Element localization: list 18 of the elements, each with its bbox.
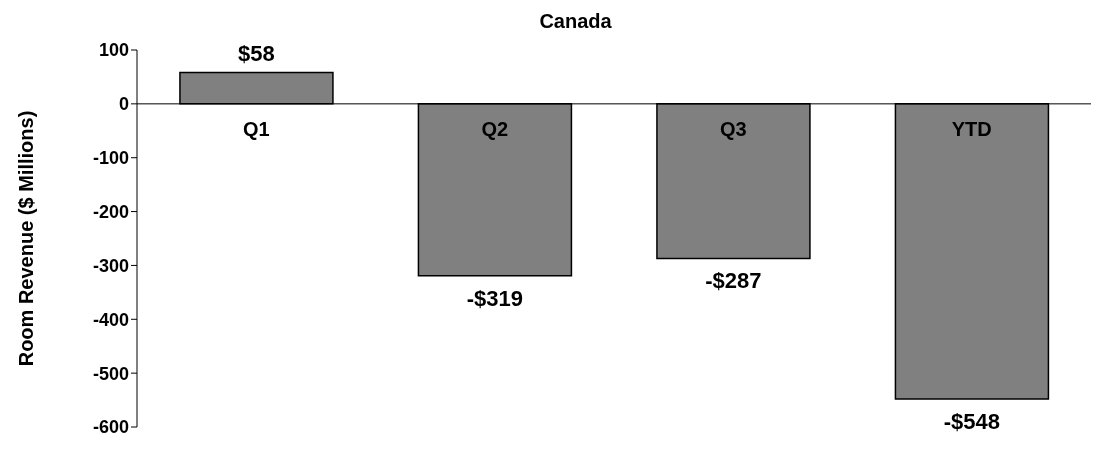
y-tick-label: -200 xyxy=(92,201,129,222)
y-tick-label: -600 xyxy=(92,417,129,438)
y-tick-label: -100 xyxy=(92,148,129,169)
y-tick-label: 0 xyxy=(118,94,129,115)
data-label: $58 xyxy=(238,40,275,66)
x-tick-label: Q2 xyxy=(481,117,509,140)
y-tick-label: -300 xyxy=(92,255,129,276)
y-tick-label: -500 xyxy=(92,363,129,384)
x-tick-label: Q1 xyxy=(242,117,270,140)
data-label: -$548 xyxy=(943,408,1001,434)
data-label: -$287 xyxy=(705,268,762,294)
data-label: -$319 xyxy=(466,285,524,311)
y-tick-label: 100 xyxy=(98,40,129,61)
x-tick-label: Q3 xyxy=(719,117,747,140)
chart-title: Canada xyxy=(538,10,613,33)
y-tick-label: -400 xyxy=(92,309,129,330)
y-axis-title: Room Revenue ($ Millions) xyxy=(15,110,38,367)
x-tick-label: YTD xyxy=(951,117,992,140)
